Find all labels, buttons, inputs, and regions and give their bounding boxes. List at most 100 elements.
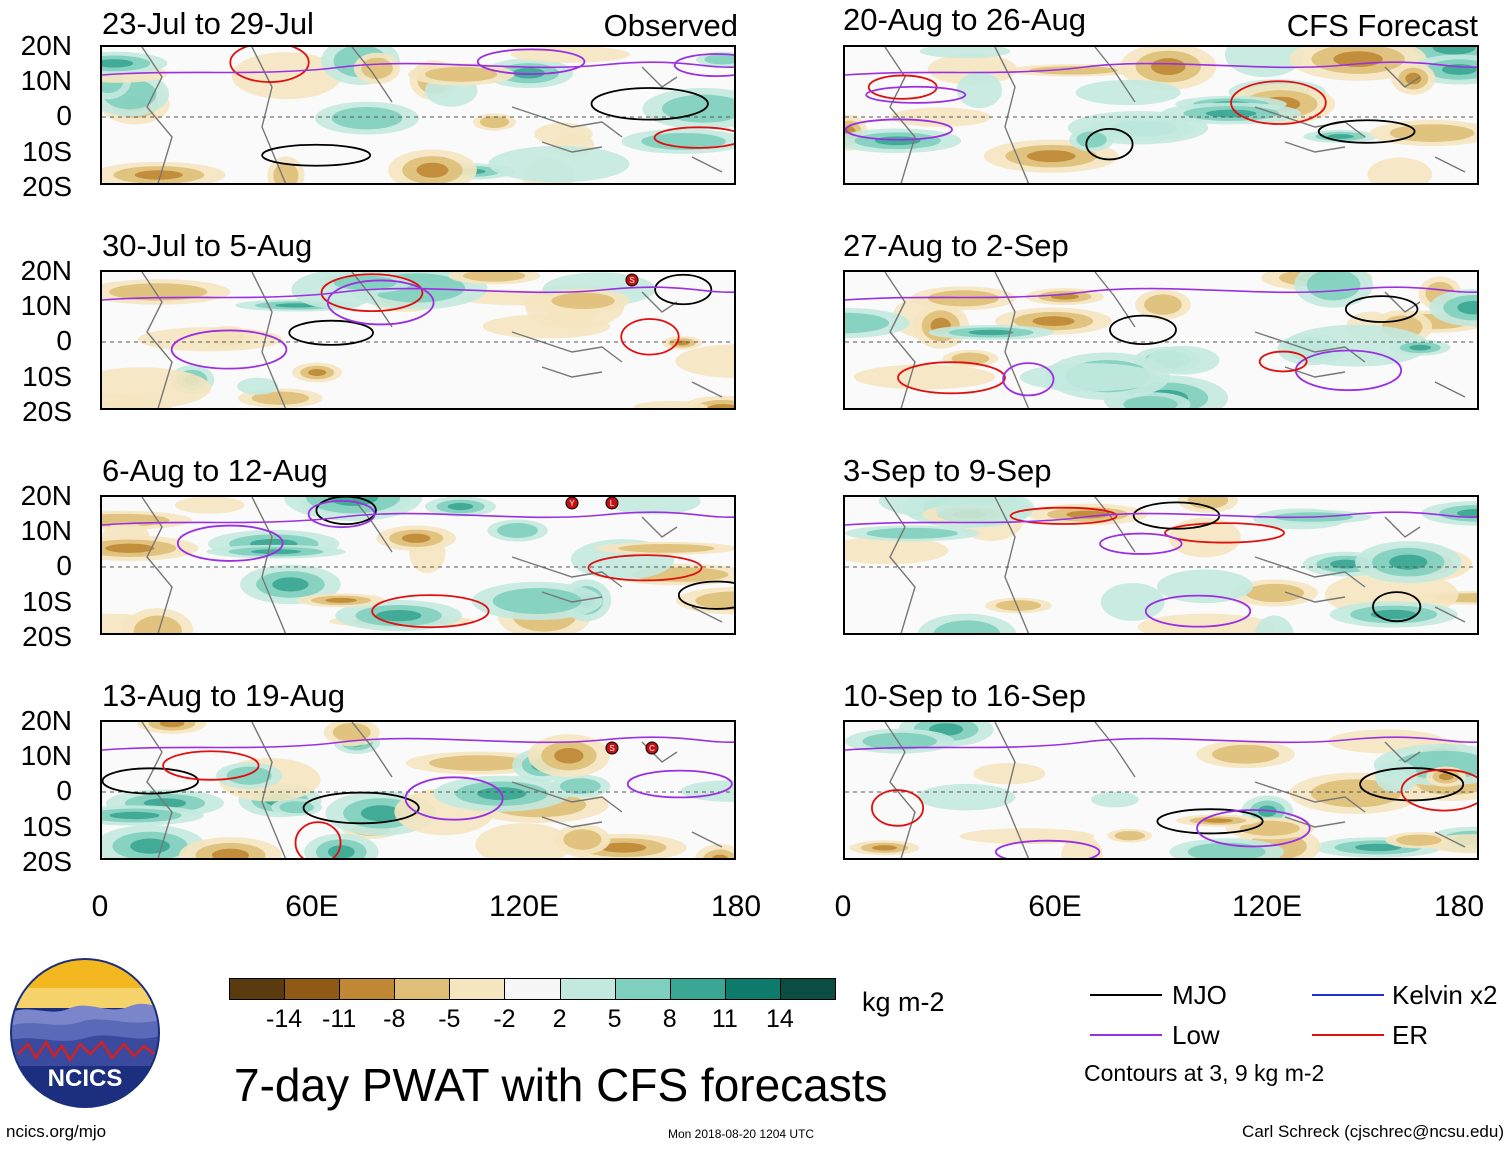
dry-anomaly (973, 762, 1046, 785)
y-tick-label: 10N (20, 515, 72, 546)
x-tick-label: 60E (1028, 890, 1082, 923)
er-contour (294, 821, 342, 858)
colorbar-swatch (559, 978, 616, 1000)
wet-anomaly (917, 783, 1016, 811)
dry-anomaly (475, 823, 572, 858)
logo-text: NCICS (48, 1065, 123, 1092)
y-tick-label: 20S (22, 171, 72, 202)
panel-title-2: 20-Aug to 26-Aug (843, 2, 1087, 37)
y-tick-label: 10S (22, 136, 72, 167)
mjo-contour (1344, 295, 1419, 323)
dry-anomaly (308, 368, 327, 377)
colorbar-tick-label: 14 (766, 1005, 794, 1033)
wet-anomaly (1147, 345, 1220, 375)
storm-letter: C (649, 744, 655, 753)
low-contour (176, 524, 284, 562)
dry-anomaly (109, 283, 208, 301)
dry-anomaly (534, 122, 593, 146)
panel-title-5: 6-Aug to 12-Aug (102, 453, 328, 488)
colorbar-tick-label: -11 (322, 1005, 357, 1033)
mjo-contour (261, 143, 372, 167)
er-contour (653, 126, 734, 149)
er-contour (371, 594, 490, 629)
wet-anomaly (492, 588, 582, 614)
wet-anomaly (226, 766, 272, 785)
dry-anomaly (871, 845, 897, 851)
dry-anomaly (1066, 510, 1110, 519)
wet-anomaly (1306, 272, 1361, 301)
dry-anomaly (1144, 294, 1182, 315)
wet-anomaly (1255, 615, 1294, 633)
colorbar: -14 -11 -8 -5 -2 2 5 8 11 14 (229, 978, 836, 1038)
anomaly-field (102, 47, 734, 183)
panel-title-7: 13-Aug to 19-Aug (102, 678, 346, 713)
wet-anomaly (1355, 843, 1402, 852)
wet-anomaly (845, 312, 890, 334)
mjo-contour (1156, 808, 1264, 835)
wet-anomaly (497, 523, 539, 539)
wet-anomaly (968, 329, 1014, 336)
storm-letter: S (629, 276, 634, 285)
mjo-contour (1109, 314, 1177, 345)
dry-anomaly (551, 292, 615, 310)
dry-anomaly (1168, 517, 1241, 558)
colorbar-tick-label: -5 (438, 1005, 461, 1033)
dry-anomaly (416, 162, 449, 178)
panel-title-3: 30-Jul to 5-Aug (102, 228, 313, 263)
colorbar-tick-label: 11 (711, 1005, 738, 1033)
wet-anomaly (1432, 47, 1476, 55)
y-tick-label: 20S (22, 846, 72, 877)
y-tick-label: 20S (22, 396, 72, 427)
wet-anomaly (447, 502, 474, 511)
colorbar-swatch (669, 978, 726, 1000)
y-tick-label: 0 (56, 775, 72, 806)
dry-anomaly (703, 849, 734, 858)
y-tick-label: 10S (22, 586, 72, 617)
footer-author: Carl Schreck (cjschrec@ncsu.edu) (1242, 1122, 1504, 1141)
wet-anomaly (1019, 363, 1160, 392)
legend-line-mjo (1090, 994, 1162, 996)
ncics-logo[interactable]: NCICS (10, 958, 160, 1108)
y-tick-label: 10N (20, 65, 72, 96)
dry-anomaly (1405, 72, 1422, 85)
x-tick-label: 60E (285, 890, 339, 923)
wet-anomaly (488, 145, 630, 183)
ncics-logo-icon: NCICS (10, 958, 160, 1108)
y-tick-label: 10S (22, 811, 72, 842)
colorbar-swatch (394, 978, 451, 1000)
wet-anomaly (1091, 791, 1139, 808)
low-contour (845, 286, 1477, 301)
dry-anomaly (1026, 150, 1076, 163)
footer-url[interactable]: ncics.org/mjo (6, 1122, 107, 1141)
legend-note: Contours at 3, 9 kg m-2 (1084, 1060, 1325, 1086)
colorbar-swatch (779, 978, 836, 1000)
wet-anomaly (1370, 609, 1417, 620)
er-contour (1164, 522, 1285, 544)
anomaly-field (845, 497, 1477, 633)
colorbar-tick-label: -2 (493, 1005, 516, 1033)
dry-anomaly (1114, 831, 1145, 841)
x-tick-label: 180 (1433, 890, 1485, 923)
colorbar-swatch (449, 978, 506, 1000)
dry-anomaly (1438, 772, 1454, 781)
colorbar-tick-label: -14 (266, 1005, 303, 1033)
colorbar-tick-label: 8 (662, 1005, 677, 1033)
dry-anomaly (554, 747, 584, 764)
mjo-contour (654, 273, 713, 306)
low-contour (626, 769, 733, 799)
low-contour (1099, 532, 1183, 555)
dry-anomaly (1202, 818, 1233, 823)
y-tick-label: 20N (20, 480, 72, 511)
low-contour (170, 329, 288, 370)
er-contour (897, 361, 1006, 395)
dry-anomaly (1212, 744, 1280, 764)
mjo-contour (315, 497, 377, 526)
low-contour (102, 511, 734, 526)
legend-label-er: ER (1392, 1020, 1429, 1050)
low-contour (102, 736, 734, 751)
colorbar-ticks: -14 -11 -8 -5 -2 2 5 8 11 14 (229, 1006, 835, 1036)
coastline (884, 272, 1466, 408)
dry-anomaly (479, 116, 510, 128)
dry-anomaly (600, 842, 647, 853)
wet-anomaly (1457, 300, 1477, 315)
